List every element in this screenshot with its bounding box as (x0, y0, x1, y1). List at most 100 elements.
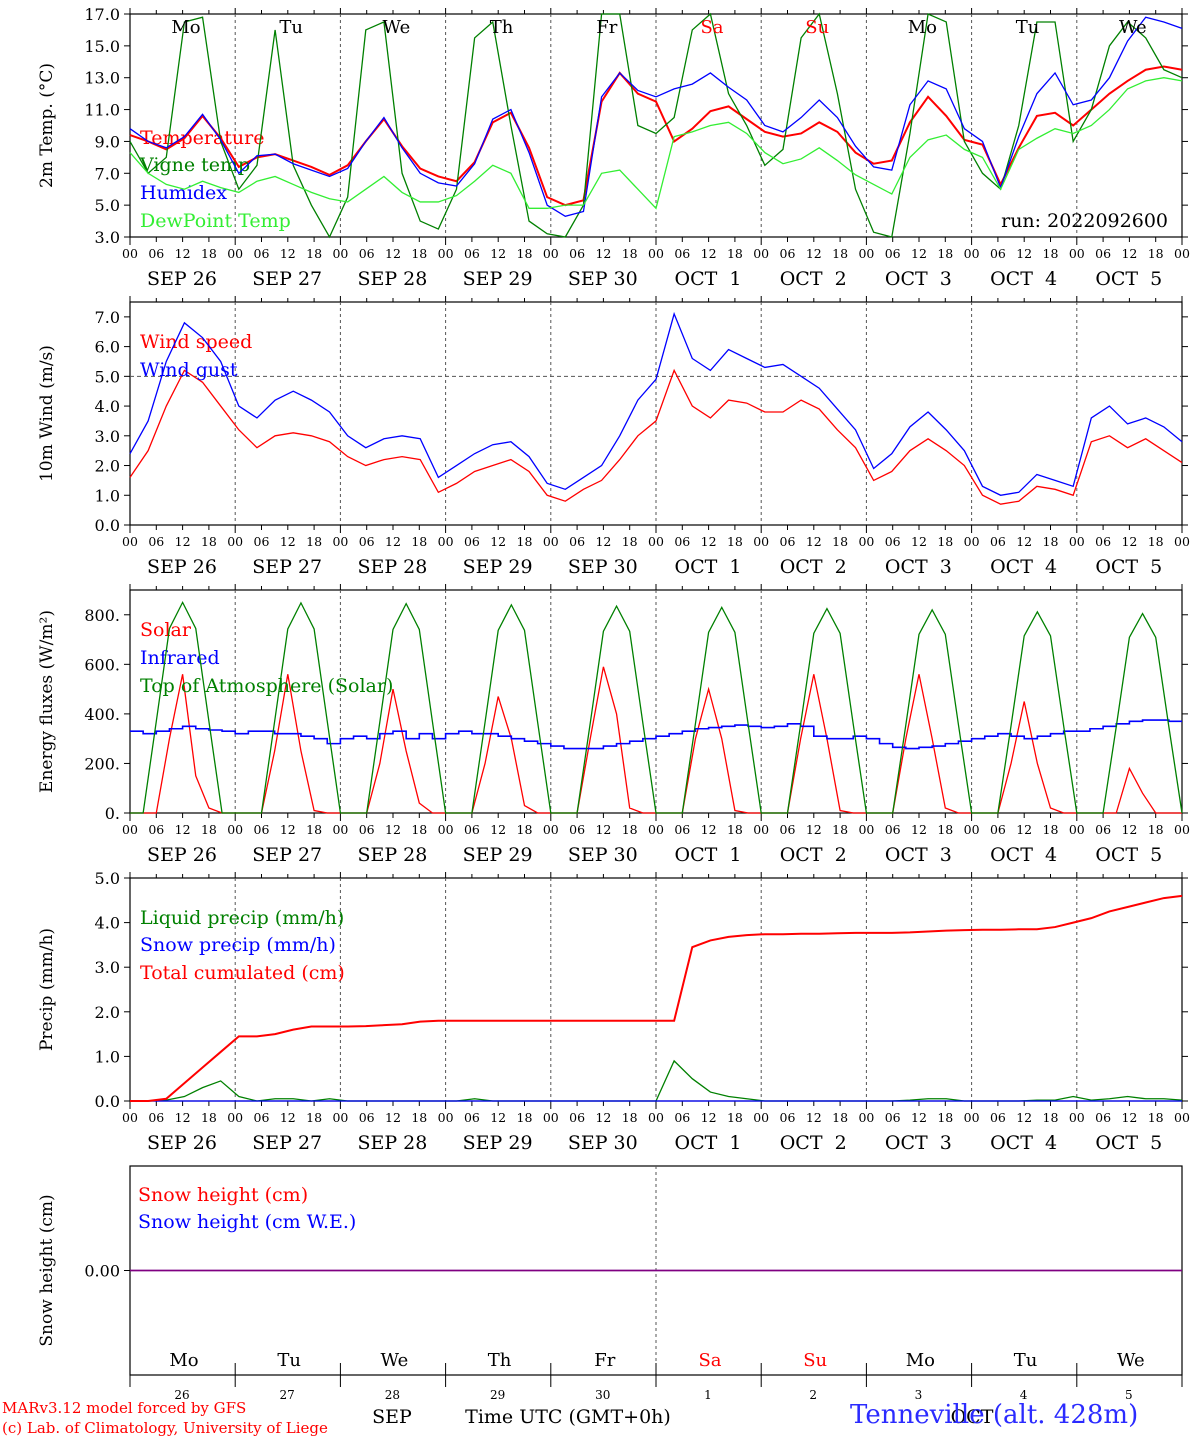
hour-label: 18 (1148, 822, 1164, 837)
day-label: SEP 28 (357, 556, 427, 578)
y-tick-label: 400. (84, 705, 120, 724)
y-tick-label: 1.0 (95, 486, 120, 505)
hour-label: 06 (254, 246, 270, 261)
hour-label: 00 (1069, 246, 1085, 261)
hour-label: 00 (753, 246, 769, 261)
y-tick-label: 9.0 (95, 132, 120, 151)
hour-label: 06 (254, 822, 270, 837)
hour-label: 18 (937, 534, 953, 549)
day-label: OCT 1 (675, 556, 742, 578)
hour-label: 18 (832, 246, 848, 261)
hour-label: 06 (885, 822, 901, 837)
day-label: SEP 28 (357, 844, 427, 866)
legend-entry: Wind speed (140, 331, 252, 353)
day-label: SEP 29 (463, 268, 533, 290)
series-line (130, 894, 1183, 1102)
hour-label: 18 (1043, 534, 1059, 549)
hour-label: 18 (201, 534, 217, 549)
panel-energy: 0. 200. 400. 600. 800. Energy fluxes (W/m²) 00… (37, 584, 1190, 866)
hour-label: 00 (227, 822, 243, 837)
hour-label: 12 (911, 534, 927, 549)
hour-label: 06 (569, 822, 585, 837)
hour-label: 00 (964, 822, 980, 837)
hour-label: 12 (911, 822, 927, 837)
plot-frame (129, 301, 1183, 526)
day-label: OCT 5 (1095, 844, 1162, 866)
legend-entry: Humidex (140, 182, 227, 204)
legend-entry: Vigne temp (139, 154, 250, 176)
hour-label: 12 (385, 1110, 401, 1125)
day-label: OCT 4 (990, 268, 1057, 290)
day-label: OCT 2 (780, 268, 847, 290)
day-label: OCT 3 (885, 1132, 952, 1154)
day-number-label: 2 (809, 1388, 817, 1402)
hour-label: 12 (175, 246, 191, 261)
legend-entry: Temperature (140, 127, 264, 149)
hour-label: 06 (1095, 1110, 1111, 1125)
series-dewpoint-temp (129, 77, 1183, 210)
day-label: SEP 27 (252, 844, 322, 866)
weekday-label-top: Mo (908, 17, 937, 38)
weekday-label-top: Th (490, 17, 514, 38)
hour-label: 12 (385, 246, 401, 261)
y-tick-label: 0.00 (84, 1262, 120, 1281)
hour-label: 06 (464, 1110, 480, 1125)
day-label: SEP 26 (147, 1132, 217, 1154)
hour-label: 18 (937, 1110, 953, 1125)
hour-label: 12 (175, 534, 191, 549)
hour-label: 12 (1016, 246, 1032, 261)
y-tick-label: 6.0 (95, 338, 120, 357)
hour-label: 18 (622, 822, 638, 837)
hour-label: 06 (990, 246, 1006, 261)
hour-label: 12 (911, 1110, 927, 1125)
hour-label: 06 (359, 534, 375, 549)
day-number-label: 29 (490, 1388, 505, 1402)
hour-label: 18 (201, 246, 217, 261)
day-label: OCT 3 (885, 556, 952, 578)
day-label: SEP 26 (147, 844, 217, 866)
series-wind-gust (129, 311, 1183, 496)
day-label: SEP 26 (147, 556, 217, 578)
hour-label: 06 (885, 534, 901, 549)
day-label: OCT 2 (780, 1132, 847, 1154)
hour-label: 06 (464, 534, 480, 549)
weekday-label-top: We (1119, 17, 1147, 38)
day-number-label: 27 (280, 1388, 295, 1402)
hour-label: 00 (543, 1110, 559, 1125)
y-tick-label: 7.0 (95, 164, 120, 183)
y-tick-label: 3.0 (95, 958, 120, 977)
hour-label: 12 (806, 246, 822, 261)
hour-label: 00 (438, 1110, 454, 1125)
day-label: OCT 5 (1095, 1132, 1162, 1154)
hour-label: 12 (701, 246, 717, 261)
hour-label: 06 (674, 822, 690, 837)
hour-label: 12 (595, 534, 611, 549)
hour-label: 18 (832, 1110, 848, 1125)
weekday-label-top: Mo (171, 17, 200, 38)
weekday-label-bottom: Fr (594, 1350, 615, 1371)
panel-precip: 0.0 1.0 2.0 3.0 4.0 5.0 Precip (mm/h) 00 06 12 18 0… (37, 869, 1190, 1154)
day-number-label: 26 (174, 1388, 189, 1402)
legend-entry: Wind gust (140, 359, 238, 381)
weekday-label-bottom: Mo (906, 1350, 935, 1371)
hour-label: 12 (806, 1110, 822, 1125)
hour-label: 18 (832, 534, 848, 549)
hour-label: 12 (280, 246, 296, 261)
hour-label: 06 (464, 822, 480, 837)
credit-line-1: MARv3.12 model forced by GFS (2, 1399, 247, 1417)
y-tick-label: 5.0 (95, 196, 120, 215)
hour-label: 12 (701, 822, 717, 837)
credit-line-2: (c) Lab. of Climatology, University of L… (2, 1419, 328, 1437)
hour-label: 12 (911, 246, 927, 261)
hour-label: 12 (1016, 822, 1032, 837)
hour-label: 06 (569, 534, 585, 549)
hour-label: 00 (543, 822, 559, 837)
hour-label: 06 (464, 246, 480, 261)
weekday-label-bottom: Sa (698, 1350, 721, 1371)
day-number-label: 3 (915, 1388, 923, 1402)
day-label: OCT 3 (885, 844, 952, 866)
y-tick-label: 0.0 (95, 1092, 120, 1111)
hour-label: 06 (148, 822, 164, 837)
legend-entry: Snow precip (mm/h) (140, 934, 336, 956)
day-label: SEP 26 (147, 268, 217, 290)
